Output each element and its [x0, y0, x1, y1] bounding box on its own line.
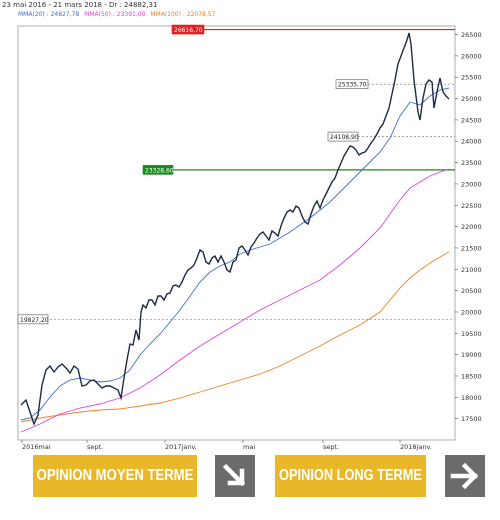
level-label-box — [142, 165, 174, 175]
y-tick-label: 22000 — [461, 223, 482, 231]
y-tick-label: 18000 — [461, 394, 482, 402]
legend-mma20: MMA(20) : 24827,78 — [18, 11, 80, 18]
x-tick-label: 2017janv. — [165, 443, 197, 451]
x-tick-label: sept. — [87, 443, 103, 451]
level-label-box — [17, 314, 49, 325]
y-tick-label: 19000 — [461, 351, 482, 359]
level-label: 24108,90 — [330, 134, 359, 141]
mma100-line — [20, 251, 450, 423]
arrow-down-right-icon — [215, 455, 255, 497]
stock-chart: 17500 18000 18500 19000 19500 20000 20500 21000… — [2, 1, 482, 451]
level-label: 25335,70 — [338, 82, 367, 89]
y-tick-label: 26500 — [461, 31, 482, 39]
level-label-box — [335, 79, 369, 90]
opinion-medium-term-label: OPINION MOYEN TERME — [33, 455, 197, 497]
y-tick-label: 21500 — [461, 244, 482, 252]
y-tick-label: 19500 — [461, 330, 482, 338]
legend-mma50: MMA(50) : 23391,00 — [84, 11, 146, 18]
x-tick-label: 2016mai — [22, 443, 51, 451]
y-tick-label: 25500 — [461, 74, 482, 82]
chart-canvas: 17500 18000 18500 19000 19500 20000 20500 21000… — [17, 24, 482, 451]
y-tick-label: 17500 — [461, 415, 482, 423]
price-line — [20, 32, 450, 426]
chart-legend: MMA(20) : 24827,78 MMA(50) : 23391,00 MM… — [18, 11, 218, 18]
opinion-medium-term-button[interactable]: OPINION MOYEN TERME — [15, 455, 255, 497]
level-label-box — [327, 131, 359, 142]
chart-period-label: 23 mai 2016 - 21 mars 2018 - Dr : 24882,… — [2, 1, 158, 9]
legend-mma100: MMA(100) : 22078,57 — [150, 11, 216, 18]
level-label-box — [171, 24, 205, 35]
y-tick-label: 25000 — [461, 95, 482, 103]
mma50-line — [20, 168, 450, 433]
y-tick-label: 26000 — [461, 52, 482, 60]
level-label: 23328,60 — [145, 167, 174, 174]
x-tick-label: sept. — [323, 443, 339, 451]
level-label: 19827,20 — [20, 317, 49, 324]
y-tick-label: 18500 — [461, 372, 482, 380]
arrow-right-icon — [445, 455, 485, 497]
y-tick-label: 21000 — [461, 266, 482, 274]
y-tick-label: 24000 — [461, 138, 482, 146]
x-tick-label: mai — [243, 443, 255, 451]
y-tick-label: 24500 — [461, 116, 482, 124]
level-label: 26616,70 — [174, 27, 203, 34]
x-tick-label: 2018janv. — [400, 443, 432, 451]
opinion-long-term-label: OPINION LONG TERME — [274, 455, 427, 497]
opinion-long-term-button[interactable]: OPINION LONG TERME — [256, 455, 485, 497]
y-tick-label: 23000 — [461, 180, 482, 188]
y-tick-label: 23500 — [461, 159, 482, 167]
y-tick-label: 20500 — [461, 287, 482, 295]
plot-frame — [17, 25, 456, 441]
y-tick-label: 22500 — [461, 202, 482, 210]
y-tick-label: 20000 — [461, 308, 482, 316]
